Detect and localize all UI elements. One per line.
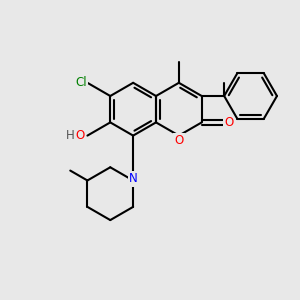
Text: O: O xyxy=(224,116,233,129)
Text: N: N xyxy=(129,172,137,185)
Text: O: O xyxy=(75,129,85,142)
Text: H: H xyxy=(66,129,74,142)
Text: Cl: Cl xyxy=(76,76,87,89)
Text: O: O xyxy=(174,134,184,148)
